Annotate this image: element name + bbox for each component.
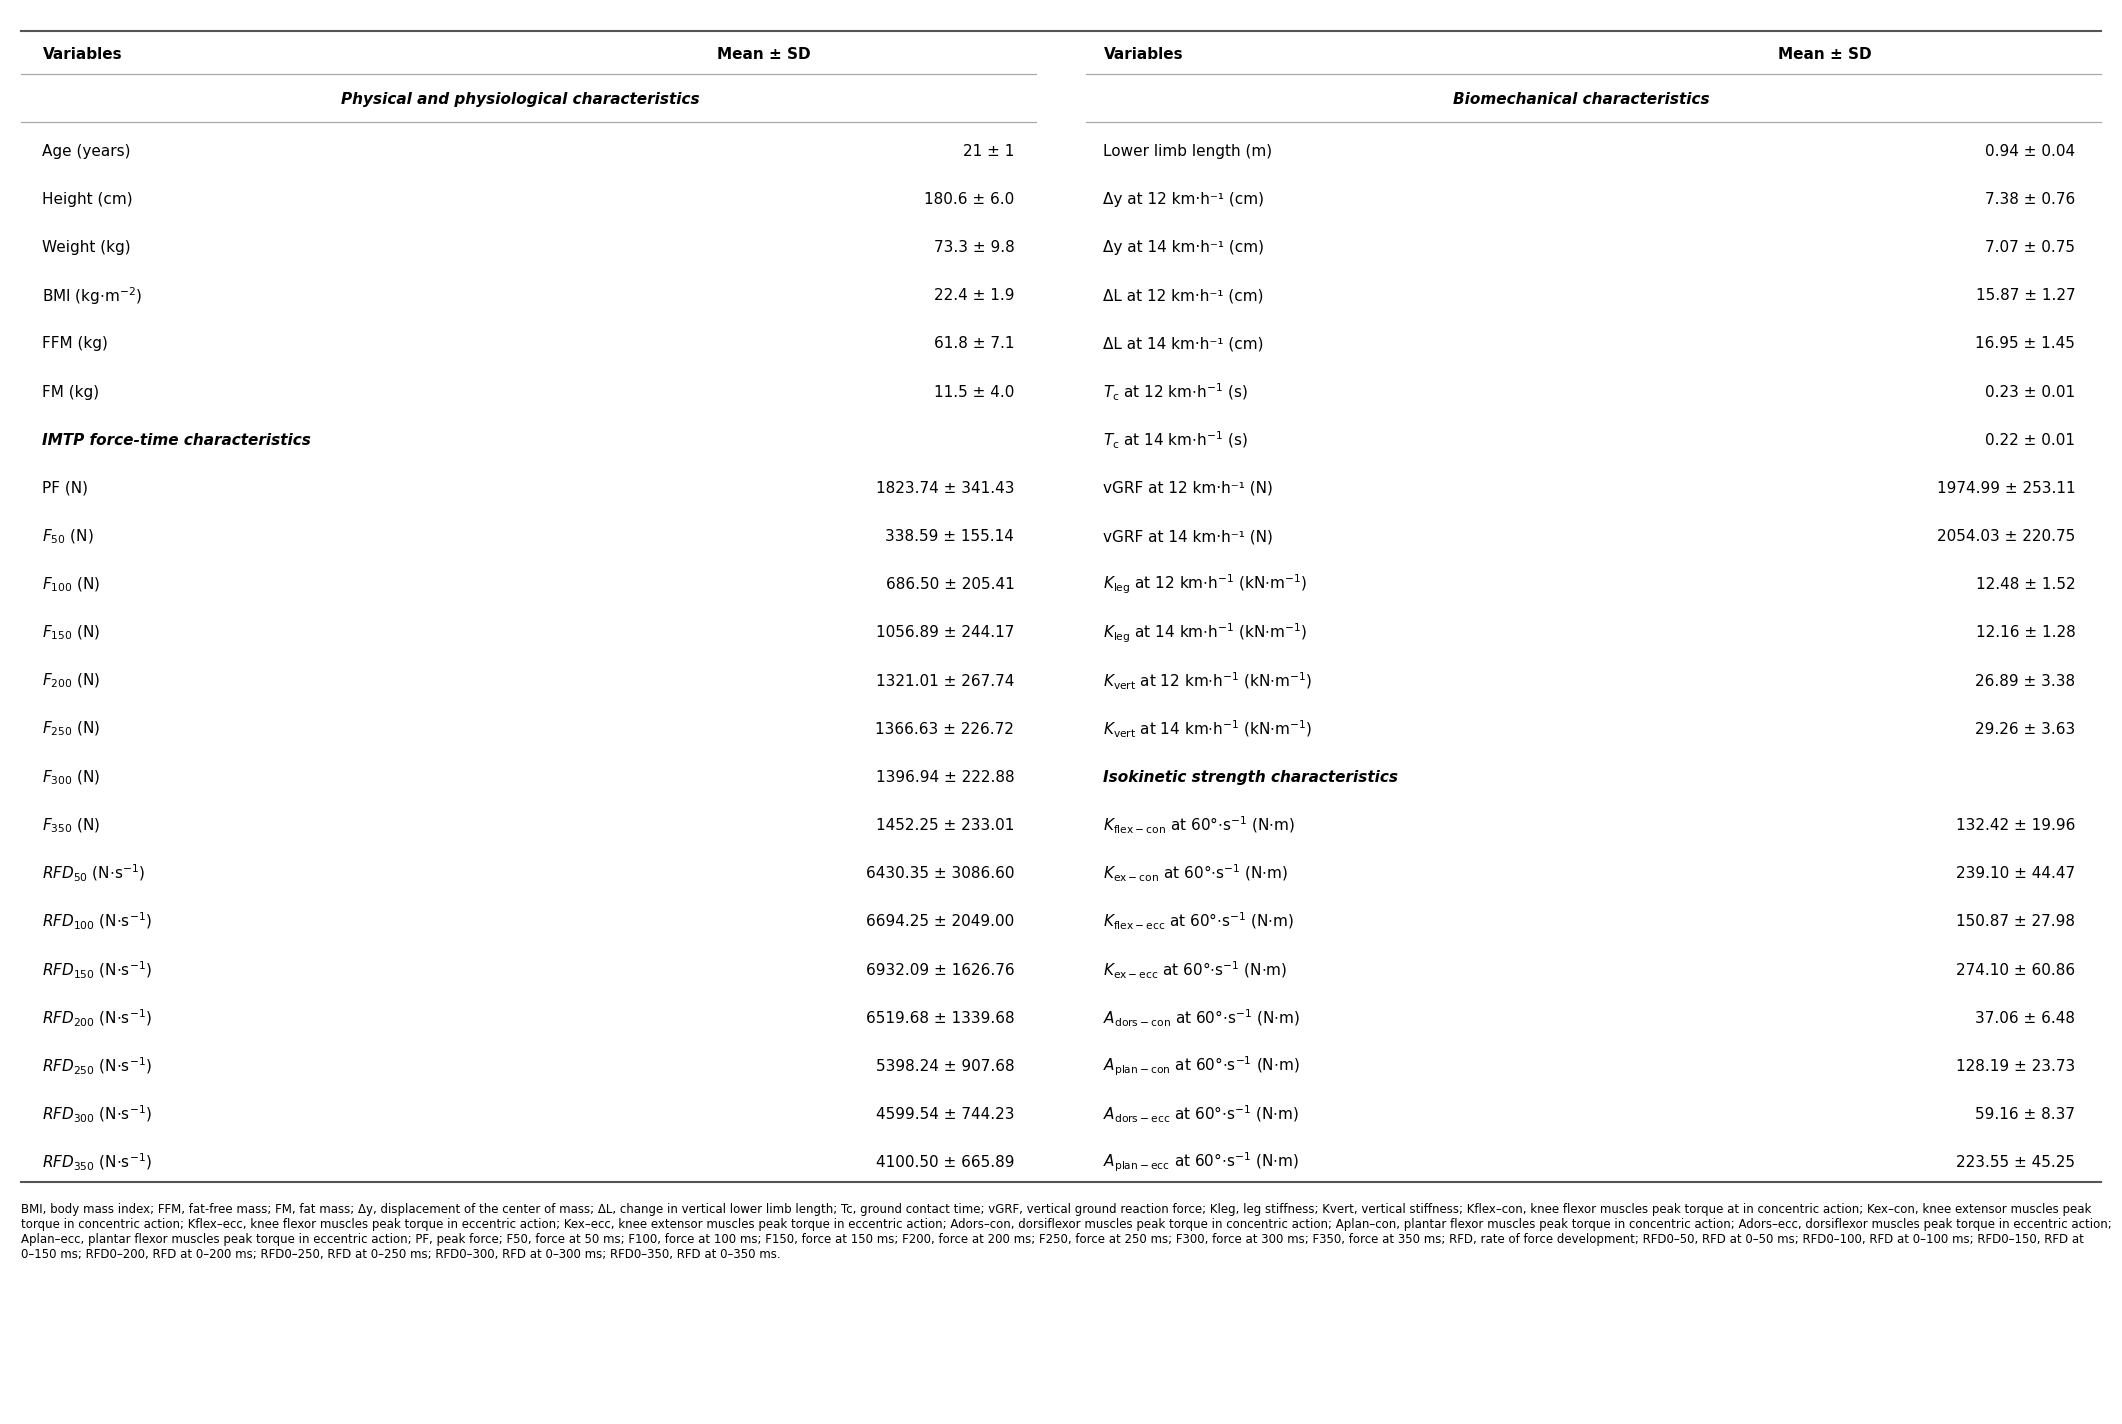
Text: 73.3 ± 9.8: 73.3 ± 9.8	[934, 241, 1014, 255]
Text: Biomechanical characteristics: Biomechanical characteristics	[1454, 93, 1708, 107]
Text: 1056.89 ± 244.17: 1056.89 ± 244.17	[876, 625, 1014, 641]
Text: Δy at 14 km·h⁻¹ (cm): Δy at 14 km·h⁻¹ (cm)	[1103, 241, 1265, 255]
Text: $F_{100}$ (N): $F_{100}$ (N)	[42, 575, 102, 594]
Text: $K_\mathrm{leg}$ at 14 km$\cdot$h$^{-1}$ (kN$\cdot$m$^{-1}$): $K_\mathrm{leg}$ at 14 km$\cdot$h$^{-1}$…	[1103, 621, 1307, 645]
Text: Δy at 12 km·h⁻¹ (cm): Δy at 12 km·h⁻¹ (cm)	[1103, 192, 1265, 206]
Text: $RFD_{50}$ (N$\cdot$s$^{-1}$): $RFD_{50}$ (N$\cdot$s$^{-1}$)	[42, 863, 146, 884]
Text: 6430.35 ± 3086.60: 6430.35 ± 3086.60	[866, 866, 1014, 881]
Text: 1396.94 ± 222.88: 1396.94 ± 222.88	[876, 770, 1014, 785]
Text: 16.95 ± 1.45: 16.95 ± 1.45	[1976, 336, 2075, 352]
Text: $A_\mathrm{dors-ecc}$ at 60$\degree$$\cdot$s$^{-1}$ (N$\cdot$m): $A_\mathrm{dors-ecc}$ at 60$\degree$$\cd…	[1103, 1104, 1299, 1125]
Text: 239.10 ± 44.47: 239.10 ± 44.47	[1956, 866, 2075, 881]
Text: Height (cm): Height (cm)	[42, 192, 134, 206]
Text: 223.55 ± 45.25: 223.55 ± 45.25	[1956, 1155, 2075, 1171]
Text: $RFD_{200}$ (N$\cdot$s$^{-1}$): $RFD_{200}$ (N$\cdot$s$^{-1}$)	[42, 1008, 153, 1028]
Text: 0.94 ± 0.04: 0.94 ± 0.04	[1986, 144, 2075, 159]
Text: $F_{200}$ (N): $F_{200}$ (N)	[42, 672, 102, 691]
Text: Variables: Variables	[42, 47, 123, 61]
Text: 1321.01 ± 267.74: 1321.01 ± 267.74	[876, 674, 1014, 689]
Text: $RFD_{150}$ (N$\cdot$s$^{-1}$): $RFD_{150}$ (N$\cdot$s$^{-1}$)	[42, 960, 153, 981]
Text: 338.59 ± 155.14: 338.59 ± 155.14	[885, 530, 1014, 544]
Text: 6519.68 ± 1339.68: 6519.68 ± 1339.68	[866, 1011, 1014, 1025]
Text: 0.23 ± 0.01: 0.23 ± 0.01	[1986, 384, 2075, 400]
Text: vGRF at 14 km·h⁻¹ (N): vGRF at 14 km·h⁻¹ (N)	[1103, 530, 1273, 544]
Text: $F_{350}$ (N): $F_{350}$ (N)	[42, 816, 102, 834]
Text: 12.16 ± 1.28: 12.16 ± 1.28	[1976, 625, 2075, 641]
Text: 12.48 ± 1.52: 12.48 ± 1.52	[1976, 577, 2075, 592]
Text: 37.06 ± 6.48: 37.06 ± 6.48	[1976, 1011, 2075, 1025]
Text: $A_\mathrm{plan-con}$ at 60$\degree$$\cdot$s$^{-1}$ (N$\cdot$m): $A_\mathrm{plan-con}$ at 60$\degree$$\cd…	[1103, 1055, 1301, 1078]
Text: 6932.09 ± 1626.76: 6932.09 ± 1626.76	[866, 963, 1014, 977]
Text: IMTP force-time characteristics: IMTP force-time characteristics	[42, 433, 312, 447]
Text: 59.16 ± 8.37: 59.16 ± 8.37	[1976, 1106, 2075, 1122]
Text: Lower limb length (m): Lower limb length (m)	[1103, 144, 1273, 159]
Text: 1974.99 ± 253.11: 1974.99 ± 253.11	[1937, 481, 2075, 496]
Text: $A_\mathrm{plan-ecc}$ at 60$\degree$$\cdot$s$^{-1}$ (N$\cdot$m): $A_\mathrm{plan-ecc}$ at 60$\degree$$\cd…	[1103, 1151, 1299, 1175]
Text: $F_{50}$ (N): $F_{50}$ (N)	[42, 527, 93, 545]
Text: ΔL at 12 km·h⁻¹ (cm): ΔL at 12 km·h⁻¹ (cm)	[1103, 288, 1265, 303]
Text: ΔL at 14 km·h⁻¹ (cm): ΔL at 14 km·h⁻¹ (cm)	[1103, 336, 1265, 352]
Text: $K_\mathrm{vert}$ at 14 km$\cdot$h$^{-1}$ (kN$\cdot$m$^{-1}$): $K_\mathrm{vert}$ at 14 km$\cdot$h$^{-1}…	[1103, 719, 1314, 740]
Text: 180.6 ± 6.0: 180.6 ± 6.0	[923, 192, 1014, 206]
Text: 1823.74 ± 341.43: 1823.74 ± 341.43	[876, 481, 1014, 496]
Text: $RFD_{100}$ (N$\cdot$s$^{-1}$): $RFD_{100}$ (N$\cdot$s$^{-1}$)	[42, 911, 153, 933]
Text: 0.22 ± 0.01: 0.22 ± 0.01	[1986, 433, 2075, 447]
Text: 1452.25 ± 233.01: 1452.25 ± 233.01	[876, 817, 1014, 833]
Text: 21 ± 1: 21 ± 1	[963, 144, 1014, 159]
Text: PF (N): PF (N)	[42, 481, 89, 496]
Text: 6694.25 ± 2049.00: 6694.25 ± 2049.00	[866, 914, 1014, 930]
Text: $F_{150}$ (N): $F_{150}$ (N)	[42, 624, 102, 642]
Text: $K_\mathrm{flex-con}$ at 60$\degree$$\cdot$s$^{-1}$ (N$\cdot$m): $K_\mathrm{flex-con}$ at 60$\degree$$\cd…	[1103, 815, 1294, 836]
Text: FM (kg): FM (kg)	[42, 384, 100, 400]
Text: 150.87 ± 27.98: 150.87 ± 27.98	[1956, 914, 2075, 930]
Text: $T_\mathrm{c}$ at 14 km$\cdot$h$^{-1}$ (s): $T_\mathrm{c}$ at 14 km$\cdot$h$^{-1}$ (…	[1103, 430, 1248, 451]
Text: Isokinetic strength characteristics: Isokinetic strength characteristics	[1103, 770, 1398, 785]
Text: FFM (kg): FFM (kg)	[42, 336, 108, 352]
Text: 4599.54 ± 744.23: 4599.54 ± 744.23	[876, 1106, 1014, 1122]
Text: $A_\mathrm{dors-con}$ at 60$\degree$$\cdot$s$^{-1}$ (N$\cdot$m): $A_\mathrm{dors-con}$ at 60$\degree$$\cd…	[1103, 1008, 1301, 1028]
Text: Age (years): Age (years)	[42, 144, 132, 159]
Text: $RFD_{350}$ (N$\cdot$s$^{-1}$): $RFD_{350}$ (N$\cdot$s$^{-1}$)	[42, 1152, 153, 1173]
Text: 128.19 ± 23.73: 128.19 ± 23.73	[1956, 1059, 2075, 1074]
Text: Mean ± SD: Mean ± SD	[1778, 47, 1872, 61]
Text: Weight (kg): Weight (kg)	[42, 241, 132, 255]
Text: Variables: Variables	[1103, 47, 1184, 61]
Text: $K_\mathrm{flex-ecc}$ at 60$\degree$$\cdot$s$^{-1}$ (N$\cdot$m): $K_\mathrm{flex-ecc}$ at 60$\degree$$\cd…	[1103, 911, 1294, 933]
Text: 686.50 ± 205.41: 686.50 ± 205.41	[885, 577, 1014, 592]
Text: $K_\mathrm{vert}$ at 12 km$\cdot$h$^{-1}$ (kN$\cdot$m$^{-1}$): $K_\mathrm{vert}$ at 12 km$\cdot$h$^{-1}…	[1103, 671, 1314, 692]
Text: $F_{250}$ (N): $F_{250}$ (N)	[42, 721, 102, 739]
Text: Physical and physiological characteristics: Physical and physiological characteristi…	[340, 93, 700, 107]
Text: 7.38 ± 0.76: 7.38 ± 0.76	[1984, 192, 2075, 206]
Text: $K_\mathrm{ex-con}$ at 60$\degree$$\cdot$s$^{-1}$ (N$\cdot$m): $K_\mathrm{ex-con}$ at 60$\degree$$\cdot…	[1103, 863, 1288, 884]
Text: 22.4 ± 1.9: 22.4 ± 1.9	[934, 288, 1014, 303]
Text: 15.87 ± 1.27: 15.87 ± 1.27	[1976, 288, 2075, 303]
Text: 5398.24 ± 907.68: 5398.24 ± 907.68	[876, 1059, 1014, 1074]
Text: 61.8 ± 7.1: 61.8 ± 7.1	[934, 336, 1014, 352]
Text: 132.42 ± 19.96: 132.42 ± 19.96	[1956, 817, 2075, 833]
Text: $F_{300}$ (N): $F_{300}$ (N)	[42, 768, 102, 786]
Text: BMI, body mass index; FFM, fat-free mass; FM, fat mass; Δy, displacement of the : BMI, body mass index; FFM, fat-free mass…	[21, 1203, 2111, 1262]
Text: 7.07 ± 0.75: 7.07 ± 0.75	[1986, 241, 2075, 255]
Text: Mean ± SD: Mean ± SD	[717, 47, 811, 61]
Text: 2054.03 ± 220.75: 2054.03 ± 220.75	[1937, 530, 2075, 544]
Text: 29.26 ± 3.63: 29.26 ± 3.63	[1976, 722, 2075, 736]
Text: 4100.50 ± 665.89: 4100.50 ± 665.89	[876, 1155, 1014, 1171]
Text: $RFD_{300}$ (N$\cdot$s$^{-1}$): $RFD_{300}$ (N$\cdot$s$^{-1}$)	[42, 1104, 153, 1125]
Text: vGRF at 12 km·h⁻¹ (N): vGRF at 12 km·h⁻¹ (N)	[1103, 481, 1273, 496]
Text: $RFD_{250}$ (N$\cdot$s$^{-1}$): $RFD_{250}$ (N$\cdot$s$^{-1}$)	[42, 1055, 153, 1077]
Text: $T_\mathrm{c}$ at 12 km$\cdot$h$^{-1}$ (s): $T_\mathrm{c}$ at 12 km$\cdot$h$^{-1}$ (…	[1103, 382, 1248, 403]
Text: 26.89 ± 3.38: 26.89 ± 3.38	[1976, 674, 2075, 689]
Text: 1366.63 ± 226.72: 1366.63 ± 226.72	[876, 722, 1014, 736]
Text: $K_\mathrm{ex-ecc}$ at 60$\degree$$\cdot$s$^{-1}$ (N$\cdot$m): $K_\mathrm{ex-ecc}$ at 60$\degree$$\cdot…	[1103, 960, 1288, 981]
Text: BMI (kg$\cdot$m$^{-2}$): BMI (kg$\cdot$m$^{-2}$)	[42, 285, 142, 306]
Text: $K_\mathrm{leg}$ at 12 km$\cdot$h$^{-1}$ (kN$\cdot$m$^{-1}$): $K_\mathrm{leg}$ at 12 km$\cdot$h$^{-1}$…	[1103, 572, 1307, 597]
Text: 11.5 ± 4.0: 11.5 ± 4.0	[934, 384, 1014, 400]
Text: 274.10 ± 60.86: 274.10 ± 60.86	[1956, 963, 2075, 977]
